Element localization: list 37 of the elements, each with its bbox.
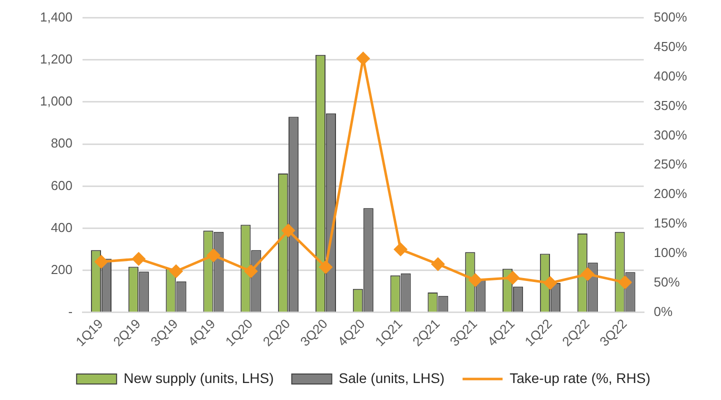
y-tick-label: 400 [50, 220, 73, 235]
y-tick-label: 1,000 [40, 94, 73, 109]
point [356, 51, 370, 66]
y-tick-label: 200 [50, 262, 73, 277]
point [169, 264, 184, 278]
y2-tick-label: 150% [654, 216, 688, 231]
point [543, 276, 558, 290]
legend-label: Sale (units, LHS) [338, 370, 445, 386]
y2-tick-label: 350% [654, 98, 688, 113]
point [430, 257, 445, 272]
point [94, 254, 108, 269]
y2-tick-label: 400% [654, 68, 688, 84]
y2-tick-label: 0% [654, 304, 673, 320]
point [506, 270, 520, 285]
y2-tick-label: 250% [654, 156, 688, 172]
y-tick-label: 1,200 [40, 51, 73, 66]
legend-label: New supply (units, LHS) [124, 370, 274, 386]
y2-tick-label: 100% [654, 245, 688, 260]
y2-tick-label: 500% [654, 9, 688, 24]
point [394, 242, 408, 256]
y-tick-label: 1,400 [40, 9, 73, 24]
point [318, 260, 333, 274]
y2-tick-label: 50% [654, 274, 680, 290]
point [468, 273, 482, 288]
y-tick-label: 800 [50, 136, 73, 151]
point [580, 267, 595, 282]
y2-tick-label: 300% [654, 127, 688, 142]
y-tick-label: 600 [50, 178, 73, 193]
point [281, 224, 296, 238]
legend-label: Take-up rate (%, RHS) [510, 370, 650, 386]
point [206, 248, 220, 262]
y2-tick-label: 450% [654, 38, 688, 54]
point [618, 275, 632, 290]
point [244, 264, 258, 278]
y2-tick-label: 200% [654, 186, 688, 202]
point [132, 252, 146, 266]
y-tick-label: - [68, 304, 73, 320]
